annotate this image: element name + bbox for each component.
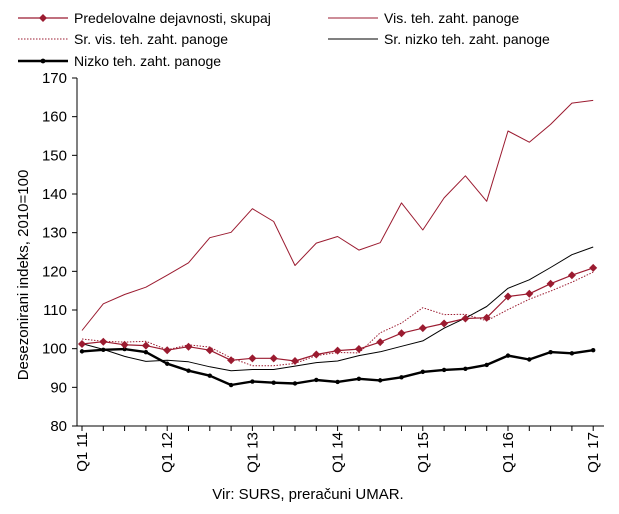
data-point: [461, 314, 470, 323]
data-point: [207, 373, 212, 378]
data-point: [504, 292, 512, 301]
data-point: [463, 366, 468, 371]
data-point: [527, 357, 532, 362]
series-line: [81, 271, 594, 367]
data-point: [399, 375, 404, 380]
data-point: [292, 381, 298, 386]
y-tick-label: 160: [42, 109, 67, 126]
data-point: [525, 289, 534, 298]
data-point: [205, 346, 214, 355]
data-point: [335, 379, 340, 385]
legend-label: Predelovalne dejavnosti, skupaj: [74, 10, 271, 26]
data-point: [354, 345, 363, 354]
legend-label: Sr. vis. teh. zaht. panoge: [74, 31, 228, 47]
data-point: [546, 279, 555, 288]
source-note: Vir: SURS, preračuni UMAR.: [212, 486, 403, 503]
data-point: [312, 350, 321, 359]
legend-item-1: Vis. teh. zaht. panoge: [328, 10, 519, 26]
legend-label: Nizko teh. zaht. panoge: [74, 53, 221, 69]
legend-item-4: Nizko teh. zaht. panoge: [18, 53, 221, 69]
legend-marker: [39, 14, 47, 22]
y-tick-label: 130: [42, 225, 67, 242]
y-tick-label: 140: [42, 186, 67, 203]
data-point: [420, 369, 425, 375]
data-point: [378, 378, 383, 383]
data-point: [441, 367, 447, 373]
data-point: [186, 368, 191, 373]
series-0: [78, 263, 598, 366]
plot-area: [78, 99, 598, 388]
data-point: [482, 313, 491, 322]
x-tick-label: Q1 17: [585, 432, 602, 473]
data-point: [99, 337, 108, 346]
data-point: [228, 382, 234, 388]
data-point: [143, 349, 149, 355]
data-point: [589, 263, 598, 272]
data-point: [548, 349, 553, 355]
data-point: [569, 351, 575, 356]
data-point: [120, 340, 129, 349]
data-point: [141, 341, 150, 350]
data-point: [122, 346, 127, 352]
data-point: [397, 329, 406, 338]
y-tick-label: 150: [42, 147, 67, 164]
y-tick-label: 110: [43, 302, 67, 319]
legend: Predelovalne dejavnosti, skupaj Vis. teh.…: [18, 10, 550, 69]
legend-label: Sr. nizko teh. zaht. panoge: [384, 31, 550, 47]
axes: 80 90 100 110 120 130 140 150 160 170 Q1 11 Q1 12 Q1…: [42, 70, 604, 473]
y-axis-label: Desezonirani indeks, 2010=100: [15, 170, 32, 381]
legend-marker: [40, 58, 46, 64]
data-point: [291, 357, 299, 366]
data-point: [418, 324, 427, 333]
data-point: [567, 271, 576, 280]
y-tick-label: 90: [50, 379, 67, 396]
series-line: [81, 246, 594, 372]
data-point: [101, 347, 106, 353]
y-tick-label: 120: [42, 263, 67, 280]
x-tick-label: Q1 13: [244, 432, 261, 473]
x-tick-label: Q1 15: [415, 432, 432, 473]
x-tick-label: Q1 11: [74, 432, 91, 472]
y-tick-label: 80: [50, 418, 67, 435]
data-point: [184, 342, 193, 351]
data-point: [163, 346, 172, 355]
legend-item-2: Sr. vis. teh. zaht. panoge: [18, 31, 228, 47]
data-point: [78, 340, 86, 349]
legend-item-0: Predelovalne dejavnosti, skupaj: [18, 10, 271, 26]
data-point: [165, 361, 170, 366]
data-point: [227, 356, 236, 365]
data-point: [591, 348, 596, 353]
series-3: [81, 246, 594, 372]
data-point: [376, 338, 385, 347]
data-point: [356, 376, 362, 382]
data-point: [271, 380, 276, 385]
y-tick-label: 100: [42, 341, 67, 358]
data-point: [79, 349, 85, 354]
series-2: [81, 271, 594, 367]
series-1: [81, 99, 594, 331]
data-point: [484, 362, 489, 368]
data-point: [505, 353, 511, 358]
series-4: [79, 346, 596, 388]
data-point: [333, 346, 342, 355]
x-tick-label: Q1 14: [330, 432, 347, 473]
data-point: [269, 354, 278, 363]
legend-item-3: Sr. nizko teh. zaht. panoge: [328, 31, 550, 47]
x-tick-label: Q1 16: [500, 432, 517, 473]
series-line: [81, 99, 594, 331]
data-point: [250, 379, 255, 384]
data-point: [440, 319, 449, 328]
data-point: [314, 377, 319, 383]
x-tick-label: Q1 12: [159, 432, 176, 473]
data-point: [248, 354, 257, 363]
y-tick-label: 170: [42, 70, 67, 87]
legend-label: Vis. teh. zaht. panoge: [384, 10, 519, 26]
